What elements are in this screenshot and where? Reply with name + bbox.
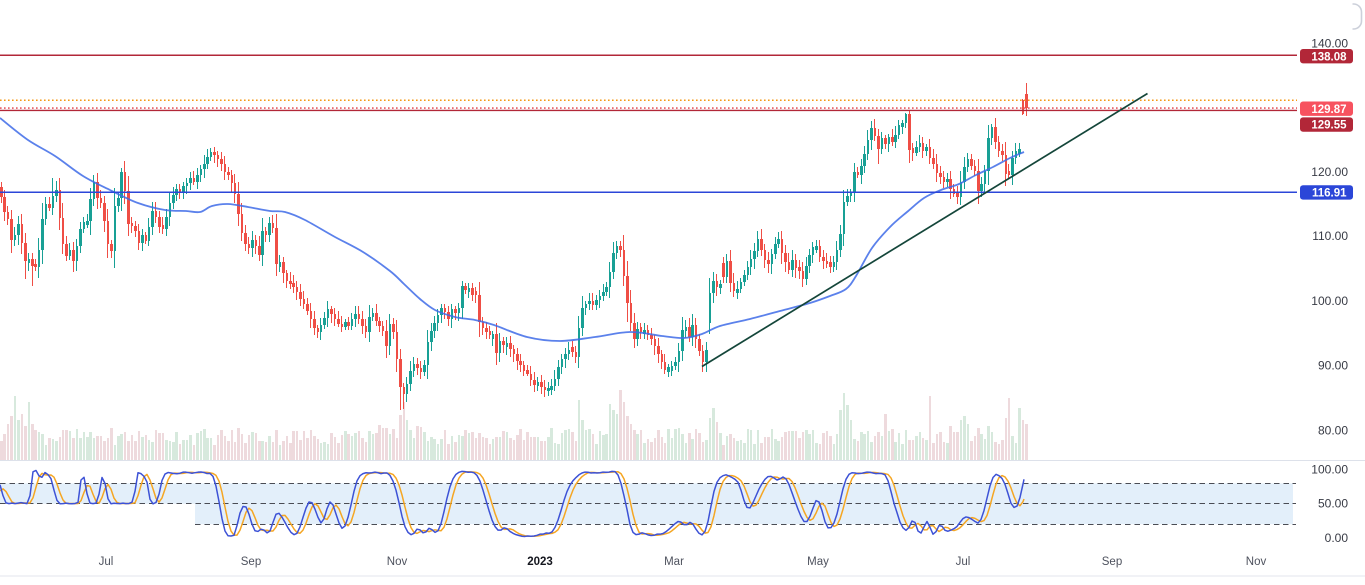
svg-text:Sep: Sep <box>241 556 261 568</box>
svg-text:Mar: Mar <box>664 556 684 568</box>
svg-text:110.00: 110.00 <box>1312 229 1348 243</box>
svg-text:Jul: Jul <box>99 556 114 568</box>
svg-text:100.00: 100.00 <box>1311 463 1348 477</box>
svg-text:Jul: Jul <box>956 556 971 568</box>
svg-text:116.91: 116.91 <box>1312 188 1347 200</box>
svg-text:120.00: 120.00 <box>1311 165 1348 179</box>
svg-text:138.08: 138.08 <box>1311 51 1347 63</box>
svg-text:Nov: Nov <box>1246 556 1267 568</box>
svg-text:50.00: 50.00 <box>1318 497 1348 511</box>
svg-text:90.00: 90.00 <box>1318 359 1348 373</box>
svg-text:140.00: 140.00 <box>1311 36 1348 50</box>
svg-text:Nov: Nov <box>387 556 408 568</box>
svg-text:80.00: 80.00 <box>1318 423 1348 437</box>
svg-text:2023: 2023 <box>527 556 553 568</box>
svg-text:100.00: 100.00 <box>1311 294 1348 308</box>
svg-text:Sep: Sep <box>1102 556 1122 568</box>
svg-text:0.00: 0.00 <box>1325 531 1349 545</box>
svg-text:129.87: 129.87 <box>1311 104 1346 116</box>
svg-text:129.55: 129.55 <box>1311 120 1347 132</box>
svg-text:May: May <box>807 556 829 568</box>
